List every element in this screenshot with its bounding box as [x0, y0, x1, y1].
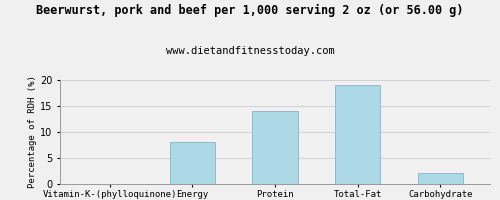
- Text: Beerwurst, pork and beef per 1,000 serving 2 oz (or 56.00 g): Beerwurst, pork and beef per 1,000 servi…: [36, 4, 464, 17]
- Bar: [170, 142, 215, 184]
- Bar: [418, 173, 463, 184]
- Y-axis label: Percentage of RDH (%): Percentage of RDH (%): [28, 76, 37, 188]
- Text: www.dietandfitnesstoday.com: www.dietandfitnesstoday.com: [166, 46, 334, 56]
- Bar: [335, 85, 380, 184]
- Bar: [252, 111, 298, 184]
